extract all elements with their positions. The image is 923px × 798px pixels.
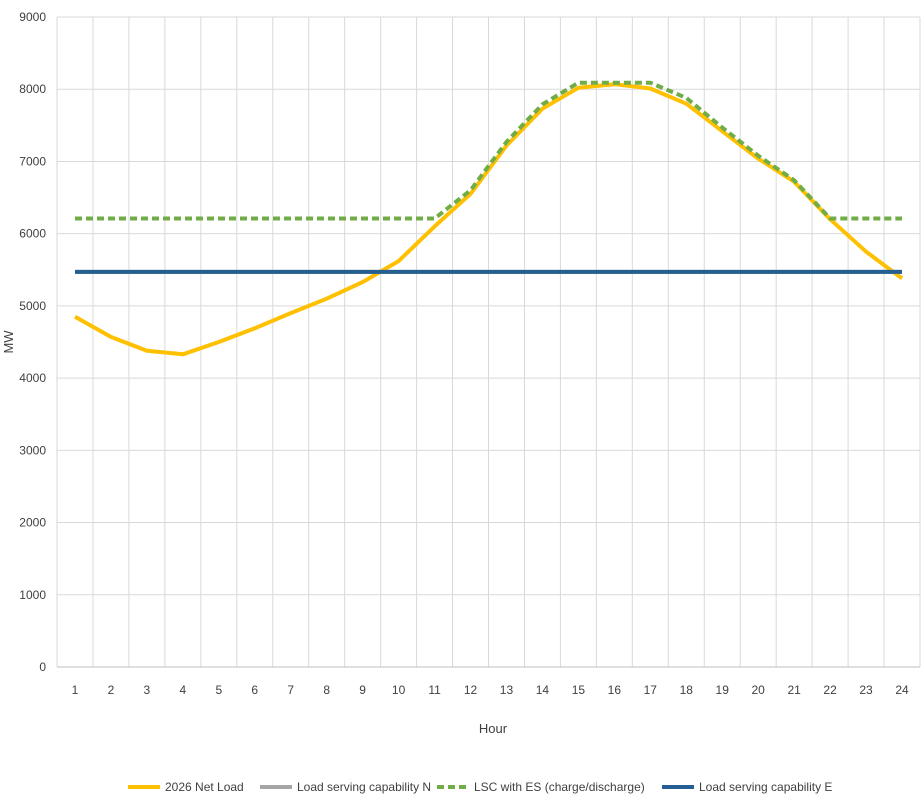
x-tick-label: 9	[359, 683, 366, 697]
x-tick-label: 24	[895, 683, 909, 697]
legend-item-lsc-e: Load serving capability E	[662, 780, 832, 794]
series-line-lsc-es	[75, 80, 902, 221]
x-tick-label: 15	[572, 683, 586, 697]
legend: 2026 Net Load Load serving capability N LS…	[128, 780, 832, 794]
legend-item-lsc-n: Load serving capability N	[260, 780, 431, 794]
series-lines	[74, 80, 904, 357]
y-tick-label: 0	[39, 660, 46, 674]
x-tick-label: 22	[823, 683, 837, 697]
x-tick-label: 4	[180, 683, 187, 697]
y-tick-label: 2000	[19, 516, 46, 530]
x-axis-title: Hour	[479, 721, 508, 736]
x-tick-label: 11	[428, 683, 441, 697]
y-tick-label: 4000	[19, 371, 46, 385]
x-tick-label: 13	[500, 683, 514, 697]
x-tick-label: 20	[752, 683, 766, 697]
x-tick-label: 3	[144, 683, 151, 697]
legend-label: Load serving capability E	[699, 780, 832, 794]
y-axis-title: MW	[1, 330, 16, 354]
x-tick-label: 1	[72, 683, 79, 697]
y-tick-label: 8000	[19, 82, 46, 96]
y-tick-label: 7000	[19, 154, 46, 168]
y-tick-label: 5000	[19, 299, 46, 313]
y-tick-label: 9000	[19, 10, 46, 24]
series-line-net-load	[74, 82, 904, 357]
x-tick-label: 16	[608, 683, 622, 697]
x-tick-label: 21	[787, 683, 801, 697]
x-tick-label: 19	[716, 683, 730, 697]
x-tick-label: 17	[644, 683, 658, 697]
legend-item-lsc-es: LSC with ES (charge/discharge)	[437, 780, 645, 794]
y-tick-label: 3000	[19, 443, 46, 457]
legend-label: LSC with ES (charge/discharge)	[474, 780, 645, 794]
y-tick-label: 1000	[19, 588, 46, 602]
x-tick-label: 8	[323, 683, 330, 697]
gridlines	[56, 16, 921, 667]
x-tick-label: 2	[108, 683, 115, 697]
x-tick-label: 23	[859, 683, 873, 697]
x-tick-label: 14	[536, 683, 550, 697]
x-tick-label: 5	[215, 683, 222, 697]
y-tick-label: 6000	[19, 227, 46, 241]
x-tick-label: 7	[287, 683, 294, 697]
legend-label: Load serving capability N	[297, 780, 431, 794]
legend-item-net-load: 2026 Net Load	[128, 780, 244, 794]
x-tick-label: 6	[251, 683, 258, 697]
x-tick-label: 12	[464, 683, 478, 697]
x-tick-label: 10	[392, 683, 406, 697]
legend-label: 2026 Net Load	[165, 780, 244, 794]
x-tick-label: 18	[680, 683, 694, 697]
